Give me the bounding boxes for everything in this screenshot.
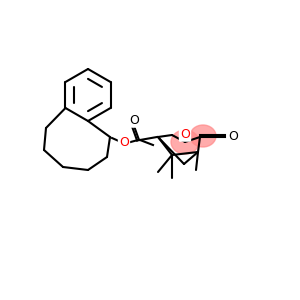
Text: O: O [228, 130, 238, 143]
Ellipse shape [190, 125, 216, 147]
Ellipse shape [171, 130, 199, 154]
Text: O: O [180, 128, 190, 140]
Text: O: O [129, 113, 139, 127]
Text: O: O [119, 136, 129, 149]
